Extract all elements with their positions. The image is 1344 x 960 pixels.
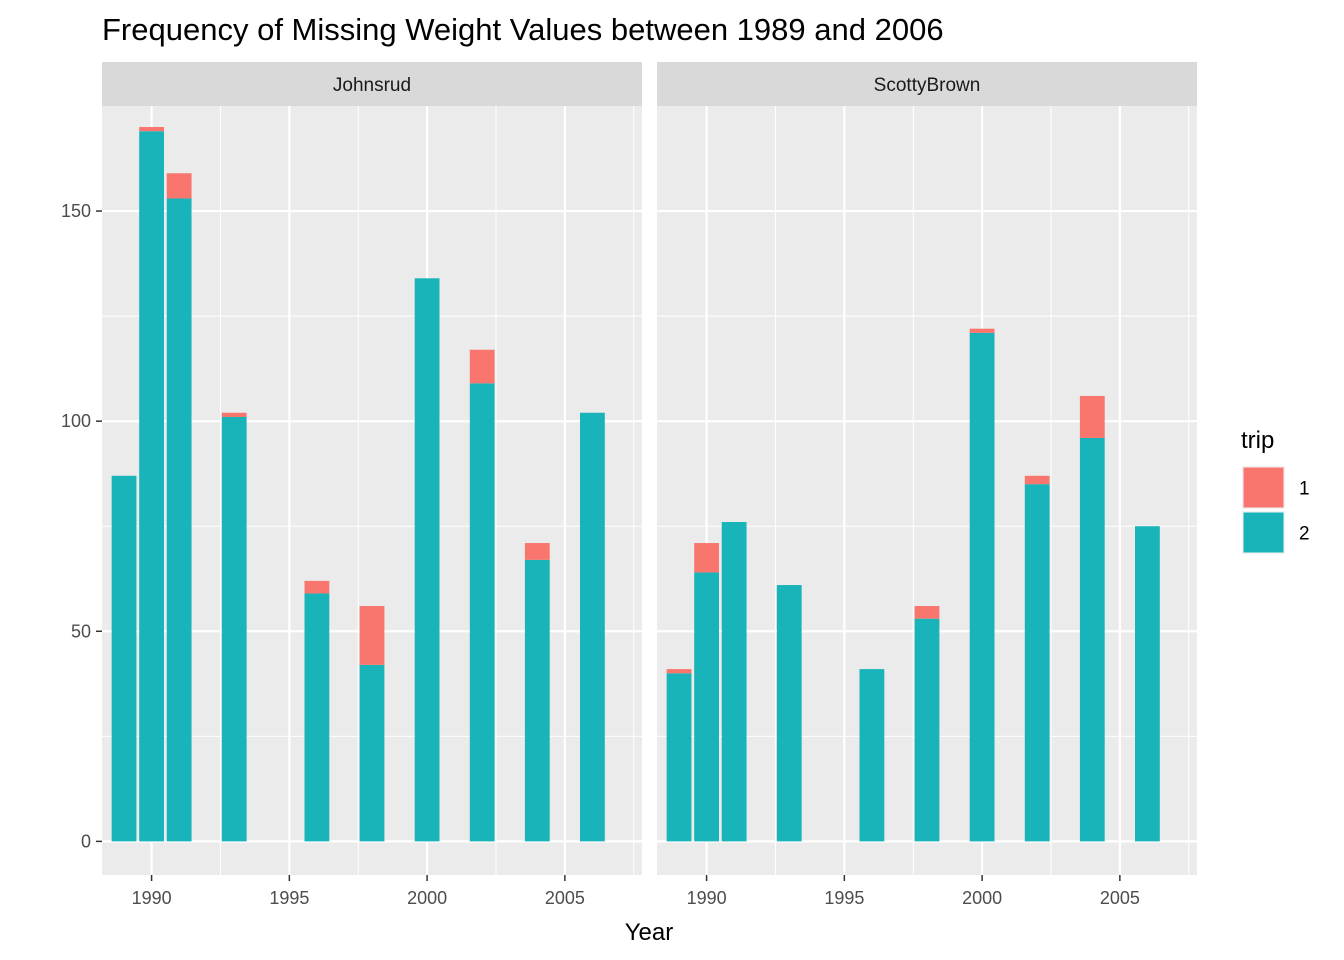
bar-trip1-1993	[221, 412, 247, 417]
x-tick-label: 1995	[824, 888, 864, 908]
bar-trip2-1998	[914, 618, 940, 842]
bar-trip2-2002	[1024, 484, 1050, 842]
bar-trip2-1993	[221, 416, 247, 842]
x-tick-label: 1990	[687, 888, 727, 908]
bar-trip1-1990	[139, 127, 164, 132]
x-tick-label: 2000	[962, 888, 1002, 908]
bar-trip2-1989	[111, 475, 137, 842]
bar-trip1-1996	[304, 580, 330, 594]
bar-trip1-2002	[1024, 475, 1050, 485]
panel-johnsrud: Johnsrud 1990 1995 2000 2005	[102, 62, 642, 908]
facet-strip	[657, 62, 1197, 106]
x-tick-label: 2005	[1100, 888, 1140, 908]
legend-label: 1	[1299, 479, 1310, 500]
bar-trip2-1993	[776, 585, 802, 842]
bar-trip1-2004	[1079, 395, 1105, 438]
bar-trip2-1990	[139, 131, 164, 842]
y-tick-label: 50	[71, 621, 91, 641]
bar-trip2-1990	[694, 572, 719, 842]
legend: trip 12	[1241, 427, 1310, 554]
facet-strip-label: Johnsrud	[333, 75, 411, 96]
x-tick-label: 2005	[545, 888, 585, 908]
bar-trip1-2000	[969, 328, 995, 333]
bar-trip2-2000	[969, 332, 995, 842]
legend-items: 12	[1242, 466, 1310, 554]
x-tick-label: 2000	[407, 888, 447, 908]
bar-trip2-1991	[166, 198, 192, 842]
x-axis-title: Year	[625, 919, 674, 946]
bar-trip2-1998	[359, 664, 385, 842]
bar-trip2-2004	[524, 559, 550, 842]
bar-trip2-2004	[1079, 437, 1105, 842]
chart-panels: Johnsrud 1990 1995 2000 2005 ScottyBrown 1990 1…	[102, 62, 1197, 908]
y-tick-label: 150	[61, 201, 91, 221]
legend-title: trip	[1241, 427, 1274, 454]
chart-title: Frequency of Missing Weight Values betwe…	[102, 12, 944, 47]
bar-trip1-2004	[524, 543, 550, 560]
bar-trip2-1991	[721, 522, 747, 842]
x-tick-label: 1995	[269, 888, 309, 908]
legend-label: 2	[1299, 524, 1310, 545]
bar-trip2-2002	[469, 383, 495, 842]
bar-trip1-1989	[666, 669, 692, 674]
y-tick-label: 100	[61, 411, 91, 431]
bar-trip1-1991	[166, 173, 192, 199]
bar-trip2-1989	[666, 673, 692, 842]
y-tick-label: 0	[81, 831, 91, 851]
bar-trip1-1998	[359, 606, 385, 665]
facet-strip	[102, 62, 642, 106]
bar-trip2-1996	[859, 669, 885, 842]
bar-trip1-1990	[694, 543, 719, 573]
bar-trip1-2002	[469, 349, 495, 384]
panel-scottybrown: ScottyBrown 1990 1995 2000 2005	[657, 62, 1197, 908]
bar-trip1-1998	[914, 606, 940, 619]
bar-trip2-2000	[414, 278, 440, 842]
bar-trip2-2006	[1135, 526, 1160, 842]
y-axis: 0 50 100 150	[61, 201, 102, 851]
bar-trip2-1996	[304, 593, 330, 842]
bar-trip2-2006	[580, 412, 605, 842]
legend-key-swatch	[1243, 512, 1284, 553]
x-tick-label: 1990	[132, 888, 172, 908]
legend-key-swatch	[1243, 467, 1284, 508]
facet-strip-label: ScottyBrown	[874, 75, 981, 96]
